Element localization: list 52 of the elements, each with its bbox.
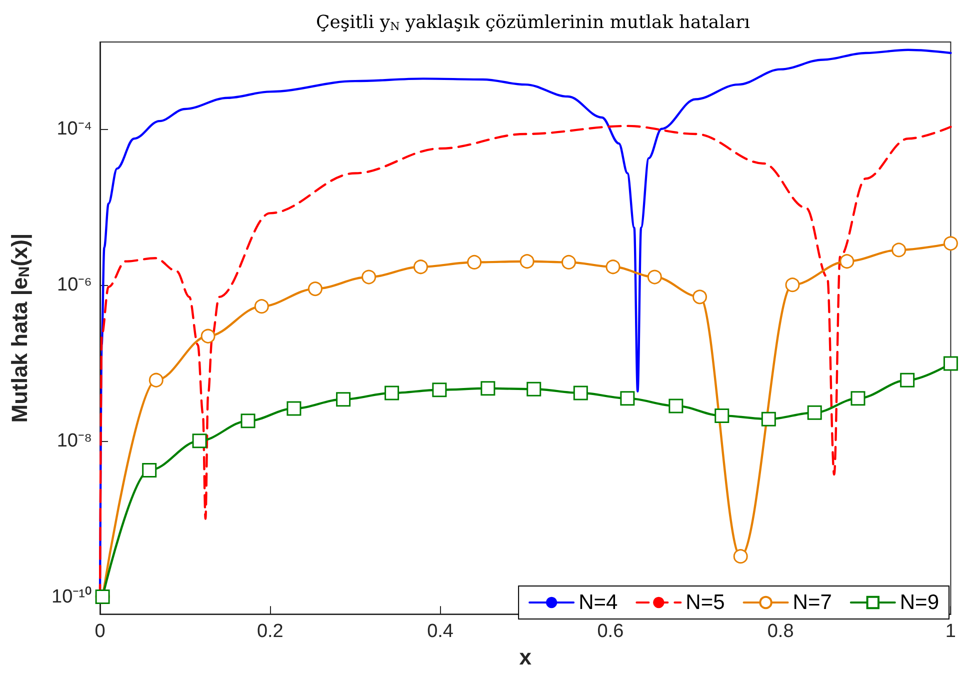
legend-label: N=4 xyxy=(578,591,618,614)
point xyxy=(840,254,854,269)
point xyxy=(413,260,428,274)
x-tick-label: 0.8 xyxy=(767,621,794,642)
legend-label: N=5 xyxy=(686,591,725,614)
point xyxy=(336,392,351,407)
point xyxy=(620,391,635,406)
point xyxy=(943,236,958,251)
x-tick-label: 0.6 xyxy=(597,621,624,642)
point xyxy=(807,405,822,420)
y-tick-label: 10⁻⁴ xyxy=(56,118,92,140)
point xyxy=(606,260,620,274)
x-tick-label: 0 xyxy=(94,621,106,642)
point xyxy=(308,282,322,296)
point xyxy=(761,412,776,426)
y-axis-title: Mutlak hata |eN(x)| xyxy=(7,233,33,423)
point xyxy=(192,434,207,448)
point xyxy=(240,414,256,428)
chart-title: Çeşitli yN yaklaşık çözümlerinin mutlak hataları xyxy=(316,12,750,33)
point xyxy=(733,549,748,564)
point xyxy=(785,278,800,292)
point xyxy=(148,372,164,388)
point xyxy=(573,386,588,400)
point xyxy=(432,382,447,398)
point xyxy=(200,328,216,344)
point xyxy=(943,356,958,371)
point xyxy=(526,382,542,396)
x-tick-label: 0.2 xyxy=(256,621,284,642)
point xyxy=(142,462,157,478)
point xyxy=(480,381,496,396)
x-tick-label: 1 xyxy=(945,621,956,642)
point xyxy=(850,391,866,406)
x-tick-label: 0.4 xyxy=(427,621,454,642)
point xyxy=(562,254,576,270)
point xyxy=(286,401,302,416)
point xyxy=(900,372,915,388)
y-tick-label: 10⁻⁸ xyxy=(56,430,92,452)
point xyxy=(362,270,376,284)
point xyxy=(384,386,400,400)
point xyxy=(520,254,534,269)
point xyxy=(892,242,906,258)
legend-label: N=7 xyxy=(792,591,832,614)
y-tick-label: 10⁻⁶ xyxy=(57,274,92,296)
point xyxy=(714,408,730,423)
x-axis-title: x xyxy=(519,644,532,670)
point xyxy=(467,254,482,270)
point xyxy=(647,270,662,284)
point xyxy=(254,299,269,314)
point xyxy=(668,398,684,414)
point xyxy=(692,290,708,304)
legend-label: N=9 xyxy=(900,591,939,614)
y-tick-label: 10⁻¹⁰ xyxy=(52,585,92,608)
